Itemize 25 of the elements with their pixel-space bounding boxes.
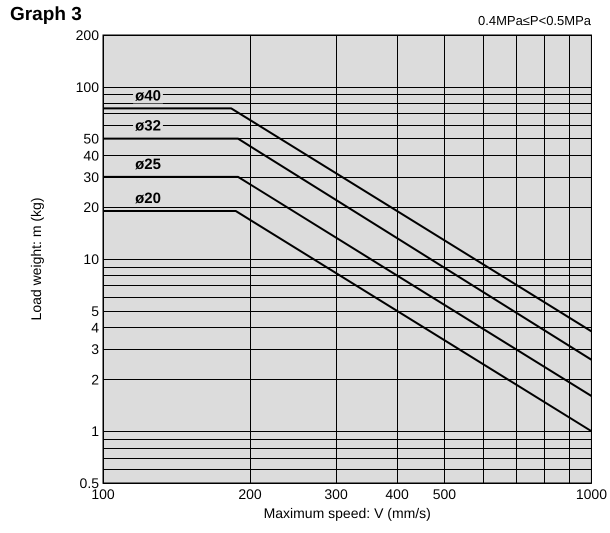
x-axis-title: Maximum speed: V (mm/s) [264,504,431,521]
y-tick-label: 100 [76,78,100,95]
y-tick-label: 5 [91,302,100,319]
x-tick-label: 1000 [576,486,608,502]
x-tick-label: 500 [432,486,456,502]
chart-title: Graph 3 [10,4,82,25]
series-label: ø40 [135,87,161,104]
x-tick-label: 300 [324,486,348,502]
y-axis-title: Load weight: m (kg) [28,198,44,320]
chart-subtitle: 0.4MPa≤P<0.5MPa [478,13,592,28]
y-tick-label: 20 [83,199,100,216]
x-tick-label: 200 [238,486,262,502]
x-tick-label: 400 [385,486,409,502]
y-tick-label: 30 [83,168,100,185]
y-tick-label: 10 [83,251,100,267]
y-tick-label: 2 [91,371,100,388]
y-tick-label: 40 [83,147,100,164]
series-label: ø25 [135,156,161,173]
y-tick-label: 50 [83,130,100,147]
series-label: ø32 [135,118,161,135]
series-label: ø20 [135,190,161,208]
y-tick-label: 3 [91,341,100,358]
y-tick-label: 4 [91,320,100,336]
y-tick-label: 200 [76,27,100,43]
y-tick-label: 1 [91,423,100,440]
